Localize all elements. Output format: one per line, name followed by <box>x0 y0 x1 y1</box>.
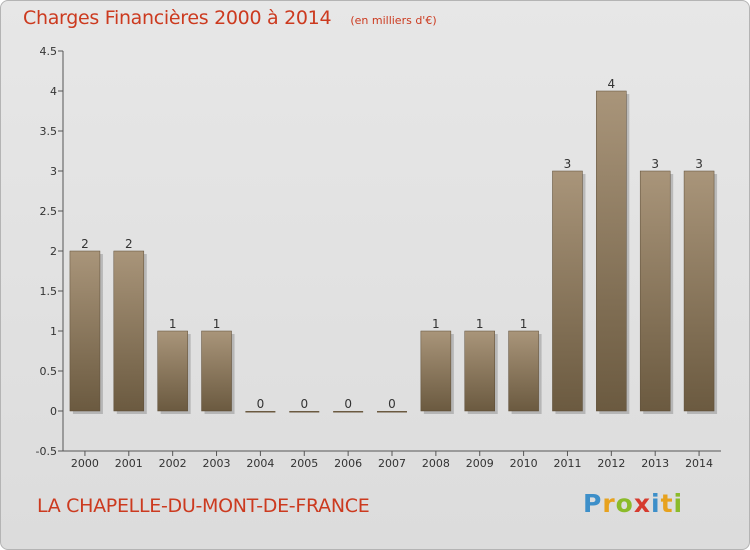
data-label: 1 <box>432 317 440 331</box>
data-label: 1 <box>169 317 177 331</box>
bar <box>289 411 320 413</box>
y-tick-label: -0.5 <box>36 445 57 458</box>
x-tick-label: 2010 <box>510 457 538 470</box>
y-tick-label: 3.5 <box>40 125 58 138</box>
x-tick-label: 2003 <box>203 457 231 470</box>
data-label: 3 <box>695 157 703 171</box>
x-tick-label: 2008 <box>422 457 450 470</box>
bar <box>157 330 188 412</box>
proxiti-logo: Proxiti <box>583 489 684 518</box>
y-tick-label: 1 <box>50 325 57 338</box>
x-tick-label: 2011 <box>553 457 581 470</box>
x-tick-label: 2014 <box>685 457 713 470</box>
y-tick-label: 0 <box>50 405 57 418</box>
bar <box>113 250 145 412</box>
data-label: 3 <box>564 157 572 171</box>
bar <box>683 170 715 412</box>
data-label: 3 <box>651 157 659 171</box>
y-tick-label: 3 <box>50 165 57 178</box>
data-label: 0 <box>344 397 352 411</box>
y-tick-label: 0.5 <box>40 365 58 378</box>
chart-subtitle: (en milliers d'€) <box>350 14 437 27</box>
y-tick-label: 2 <box>50 245 57 258</box>
x-tick-label: 2004 <box>246 457 274 470</box>
y-tick-label: 4.5 <box>40 45 58 58</box>
place-name: LA CHAPELLE-DU-MONT-DE-FRANCE <box>37 495 370 517</box>
y-tick-label: 2.5 <box>40 205 58 218</box>
bar <box>69 250 101 412</box>
data-label: 2 <box>125 237 133 251</box>
data-label: 4 <box>608 77 616 91</box>
data-label: 0 <box>388 397 396 411</box>
bar <box>333 411 364 413</box>
bar <box>420 330 452 412</box>
bar <box>508 330 539 412</box>
chart-title-area: Charges Financières 2000 à 2014 (en mill… <box>23 7 437 29</box>
x-tick-label: 2009 <box>466 457 494 470</box>
data-label: 0 <box>300 397 308 411</box>
bar <box>201 330 232 412</box>
x-tick-label: 2007 <box>378 457 406 470</box>
data-label: 1 <box>476 317 484 331</box>
bar <box>245 411 276 413</box>
bar <box>552 170 583 412</box>
x-tick-label: 2001 <box>115 457 143 470</box>
bar <box>464 330 495 412</box>
bar <box>596 90 627 412</box>
bar <box>639 170 671 412</box>
x-tick-label: 2012 <box>597 457 625 470</box>
x-tick-label: 2000 <box>71 457 99 470</box>
data-label: 2 <box>81 237 89 251</box>
chart-title: Charges Financières 2000 à 2014 <box>23 7 332 29</box>
data-label: 1 <box>520 317 528 331</box>
y-tick-label: 1.5 <box>40 285 58 298</box>
x-tick-label: 2013 <box>641 457 669 470</box>
x-tick-label: 2006 <box>334 457 362 470</box>
data-label: 1 <box>213 317 221 331</box>
bar <box>377 411 407 413</box>
y-tick-label: 4 <box>50 85 57 98</box>
x-tick-label: 2002 <box>159 457 187 470</box>
x-tick-label: 2005 <box>290 457 318 470</box>
data-label: 0 <box>257 397 265 411</box>
